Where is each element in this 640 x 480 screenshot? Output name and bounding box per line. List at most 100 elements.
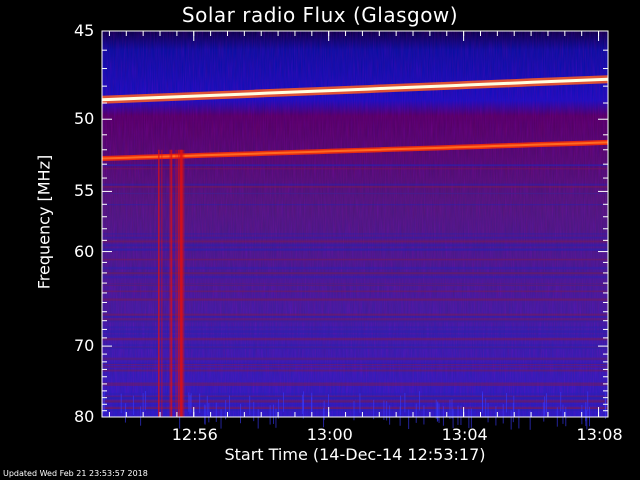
noise-column [408, 409, 410, 430]
noise-column [449, 399, 451, 420]
noise-column [301, 394, 303, 415]
noise-column [510, 410, 512, 430]
noise-striation [102, 358, 608, 360]
noise-striation [102, 403, 608, 406]
noise-striation [102, 392, 608, 395]
noise-column [513, 395, 515, 416]
burst-streak [179, 149, 182, 417]
noise-column [303, 391, 305, 411]
noise-column [188, 392, 190, 412]
noise-striation [102, 397, 608, 399]
noise-striation [102, 326, 608, 329]
noise-striation [102, 407, 608, 410]
noise-striation [102, 272, 608, 275]
noise-striation [102, 240, 608, 243]
noise-column [253, 401, 255, 422]
noise-striation [102, 315, 608, 318]
noise-striation [102, 366, 608, 368]
burst-streak [177, 149, 179, 417]
noise-striation [102, 320, 608, 323]
noise-striation [102, 248, 608, 251]
noise-striation [102, 313, 608, 317]
noise-striation [102, 344, 608, 346]
x-tick-label: 12:56 [171, 425, 218, 444]
noise-column [389, 405, 391, 425]
noise-column [435, 399, 437, 419]
noise-column [495, 406, 497, 426]
noise-striation [102, 204, 608, 206]
noise-column [190, 393, 192, 413]
noise-striation [102, 369, 608, 372]
noise-column [278, 399, 280, 419]
noise-column [457, 405, 459, 425]
noise-column [404, 392, 406, 413]
burst-streak [171, 149, 173, 417]
noise-column [506, 393, 508, 413]
noise-column [275, 408, 277, 428]
noise-column [604, 392, 606, 412]
noise-column [482, 393, 484, 413]
noise-column [179, 409, 181, 429]
y-axis-label: Frequency [MHz] [34, 154, 54, 290]
noise-striation [102, 409, 608, 411]
noise-column [423, 405, 425, 425]
noise-column [328, 394, 330, 414]
noise-striation [102, 331, 608, 334]
noise-column [386, 401, 388, 421]
noise-column [545, 393, 547, 413]
noise-striation [102, 245, 608, 247]
updated-timestamp: Updated Wed Feb 21 23:53:57 2018 [3, 469, 148, 478]
noise-column [220, 409, 222, 429]
burst-streak [179, 149, 183, 417]
noise-column [485, 398, 487, 418]
noise-column [442, 406, 444, 426]
noise-column [585, 401, 587, 422]
noise-column [544, 396, 546, 416]
noise-striation [102, 382, 608, 385]
noise-column [373, 399, 375, 420]
burst-streak [180, 149, 184, 417]
noise-column [206, 395, 208, 416]
noise-column [400, 395, 402, 415]
noise-striation [102, 406, 608, 409]
noise-column [323, 407, 325, 428]
noise-column [502, 404, 504, 424]
y-tick-label: 60 [74, 241, 95, 261]
noise-striation [102, 185, 608, 188]
noise-column [132, 395, 134, 415]
noise-column [560, 391, 562, 412]
noise-column [215, 402, 217, 422]
noise-striation [102, 362, 608, 364]
noise-column [399, 406, 401, 426]
y-tick-label: 50 [74, 109, 95, 129]
burst-streak [169, 149, 173, 417]
noise-column [359, 393, 361, 413]
noise-column [273, 404, 275, 424]
axes [101, 30, 609, 418]
noise-striation [102, 164, 608, 167]
noise-column [587, 391, 589, 411]
noise-striation [102, 258, 608, 261]
noise-striation [102, 290, 608, 293]
noise-striation [102, 318, 608, 320]
noise-column [120, 393, 122, 414]
y-tick-label: 55 [74, 181, 95, 201]
noise-column [142, 393, 144, 413]
noise-column [228, 395, 230, 415]
noise-column [199, 393, 201, 413]
noise-column [239, 403, 241, 424]
noise-striation [102, 275, 608, 279]
noise-column [189, 395, 191, 415]
noise-column [102, 393, 104, 413]
y-tick-label: 70 [74, 336, 95, 356]
noise-striation [102, 334, 608, 337]
noise-column [562, 404, 564, 424]
noise-column [311, 392, 313, 413]
noise-column [283, 392, 285, 412]
noise-striation [102, 168, 608, 170]
noise-striation [102, 284, 608, 286]
noise-column [529, 410, 531, 430]
y-tick-label: 80 [74, 407, 95, 426]
noise-striation [102, 183, 608, 186]
burst-streak [175, 149, 177, 417]
